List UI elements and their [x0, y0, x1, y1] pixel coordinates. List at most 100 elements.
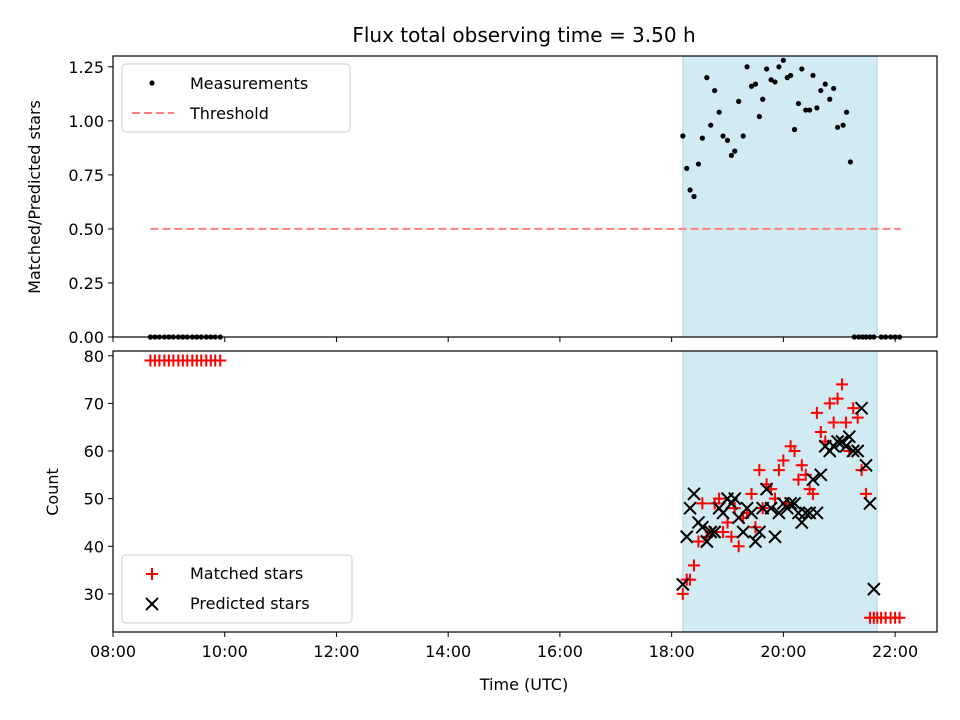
measurement-point [732, 148, 738, 154]
measurement-point [772, 79, 778, 85]
measurement-point [768, 77, 774, 83]
bottom-x-ticks: 08:00 10:00 12:00 14:00 16:00 18:00 20:00 22:00 [90, 632, 918, 661]
predicted-star-point [842, 430, 857, 444]
top-shaded-interval [682, 55, 878, 338]
measurement-point [695, 161, 702, 167]
predicted-star-point [764, 501, 778, 515]
predicted-star-point [707, 525, 722, 539]
measurement-point [810, 72, 816, 79]
measurement-point [764, 66, 770, 72]
legend-matched-marker [146, 568, 158, 580]
top-x-ticks [112, 337, 896, 342]
matched-star-point [676, 587, 689, 600]
matched-star-point [696, 497, 709, 510]
x-tick-label: 12:00 [313, 642, 359, 661]
matched-star-point [772, 464, 785, 477]
measurement-point [708, 122, 714, 128]
y-tick-label: 0.50 [68, 220, 104, 239]
predicted-star-point [695, 520, 710, 534]
y-tick-label: 1.00 [68, 112, 104, 131]
x-tick-label: 14:00 [425, 642, 471, 661]
predicted-star-point [768, 530, 782, 544]
predicted-star-point [748, 534, 763, 549]
x-tick-label: 18:00 [649, 642, 695, 661]
matched-star-point [753, 464, 766, 477]
predicted-star-point [687, 487, 701, 501]
matched-star-point [725, 530, 738, 543]
measurement-point [684, 165, 690, 171]
y-tick-label: 80 [84, 347, 104, 366]
x-tick-label: 16:00 [537, 642, 583, 661]
x-tick-label: 10:00 [202, 642, 248, 661]
legend-threshold-label: Threshold [189, 104, 269, 123]
measurement-point [840, 122, 846, 128]
predicted-star-point [783, 496, 798, 511]
bottom-plot-marks [144, 354, 906, 624]
matched-star-point [851, 411, 864, 424]
predicted-star-point [839, 439, 853, 453]
predicted-star-point [799, 506, 813, 520]
y-tick-label: 40 [84, 537, 104, 556]
predicted-star-point [728, 491, 742, 506]
matched-star-point [836, 378, 849, 391]
measurement-point [843, 109, 850, 115]
matched-star-point [777, 454, 790, 467]
predicted-star-point [744, 506, 759, 520]
predicted-star-point [854, 401, 869, 415]
measurement-point [799, 66, 805, 72]
matched-star-point [860, 487, 873, 500]
predicted-star-point [867, 582, 881, 596]
matched-star-point [839, 416, 852, 429]
matched-star-point [684, 573, 697, 586]
matched-star-point [792, 473, 805, 486]
predicted-star-point [680, 530, 694, 544]
y-tick-label: 70 [84, 394, 104, 413]
bottom-shaded-interval [682, 350, 878, 633]
predicted-star-point [683, 501, 697, 515]
measurement-point [827, 96, 833, 102]
y-tick-label: 0.75 [68, 166, 104, 185]
measurement-point [822, 81, 828, 87]
matched-star-point [823, 397, 836, 410]
measurement-point [720, 133, 726, 139]
x-tick-label: 08:00 [90, 642, 136, 661]
measurement-point [807, 107, 813, 113]
measurement-point [795, 100, 802, 107]
matched-star-point [788, 445, 801, 458]
measurement-point [834, 124, 841, 130]
top-legend-box [121, 63, 351, 133]
bottom-axes-frame [112, 350, 938, 633]
predicted-star-point [752, 525, 767, 539]
top-legend: Measurements Threshold [121, 63, 351, 133]
measurement-point [756, 113, 762, 120]
measurement-point [847, 159, 854, 165]
predicted-star-point [814, 468, 828, 482]
matched-star-point [795, 459, 808, 472]
measurement-point [788, 72, 794, 79]
matched-star-point [732, 540, 745, 553]
top-y-axis-label: Matched/Predicted stars [25, 100, 44, 294]
legend-measurements-label: Measurements [190, 74, 308, 93]
matched-star-point [713, 492, 726, 505]
predicted-star-point [772, 506, 786, 520]
bottom-legend: Matched stars Predicted stars [121, 554, 353, 624]
measurement-point [736, 98, 742, 104]
matched-star-point [810, 406, 823, 419]
predicted-star-point [676, 577, 690, 592]
matched-star-point [831, 392, 844, 405]
measurement-point [716, 109, 722, 115]
measurement-point [814, 105, 820, 111]
measurement-point [680, 133, 686, 139]
predicted-star-point [810, 506, 824, 520]
y-tick-label: 1.25 [68, 58, 104, 77]
predicted-star-point [830, 434, 845, 449]
measurement-point [748, 83, 755, 89]
matched-star-point [717, 525, 730, 538]
measurement-point [760, 96, 766, 102]
predicted-star-point [736, 525, 750, 539]
bottom-panel: 30 40 50 60 70 80 08:00 10:00 12:00 14:00 16:00 18… [43, 347, 938, 694]
bottom-legend-box [121, 554, 353, 624]
predicted-star-point [863, 496, 877, 511]
measurement-point [740, 133, 746, 139]
y-tick-label: 0.00 [68, 328, 104, 347]
